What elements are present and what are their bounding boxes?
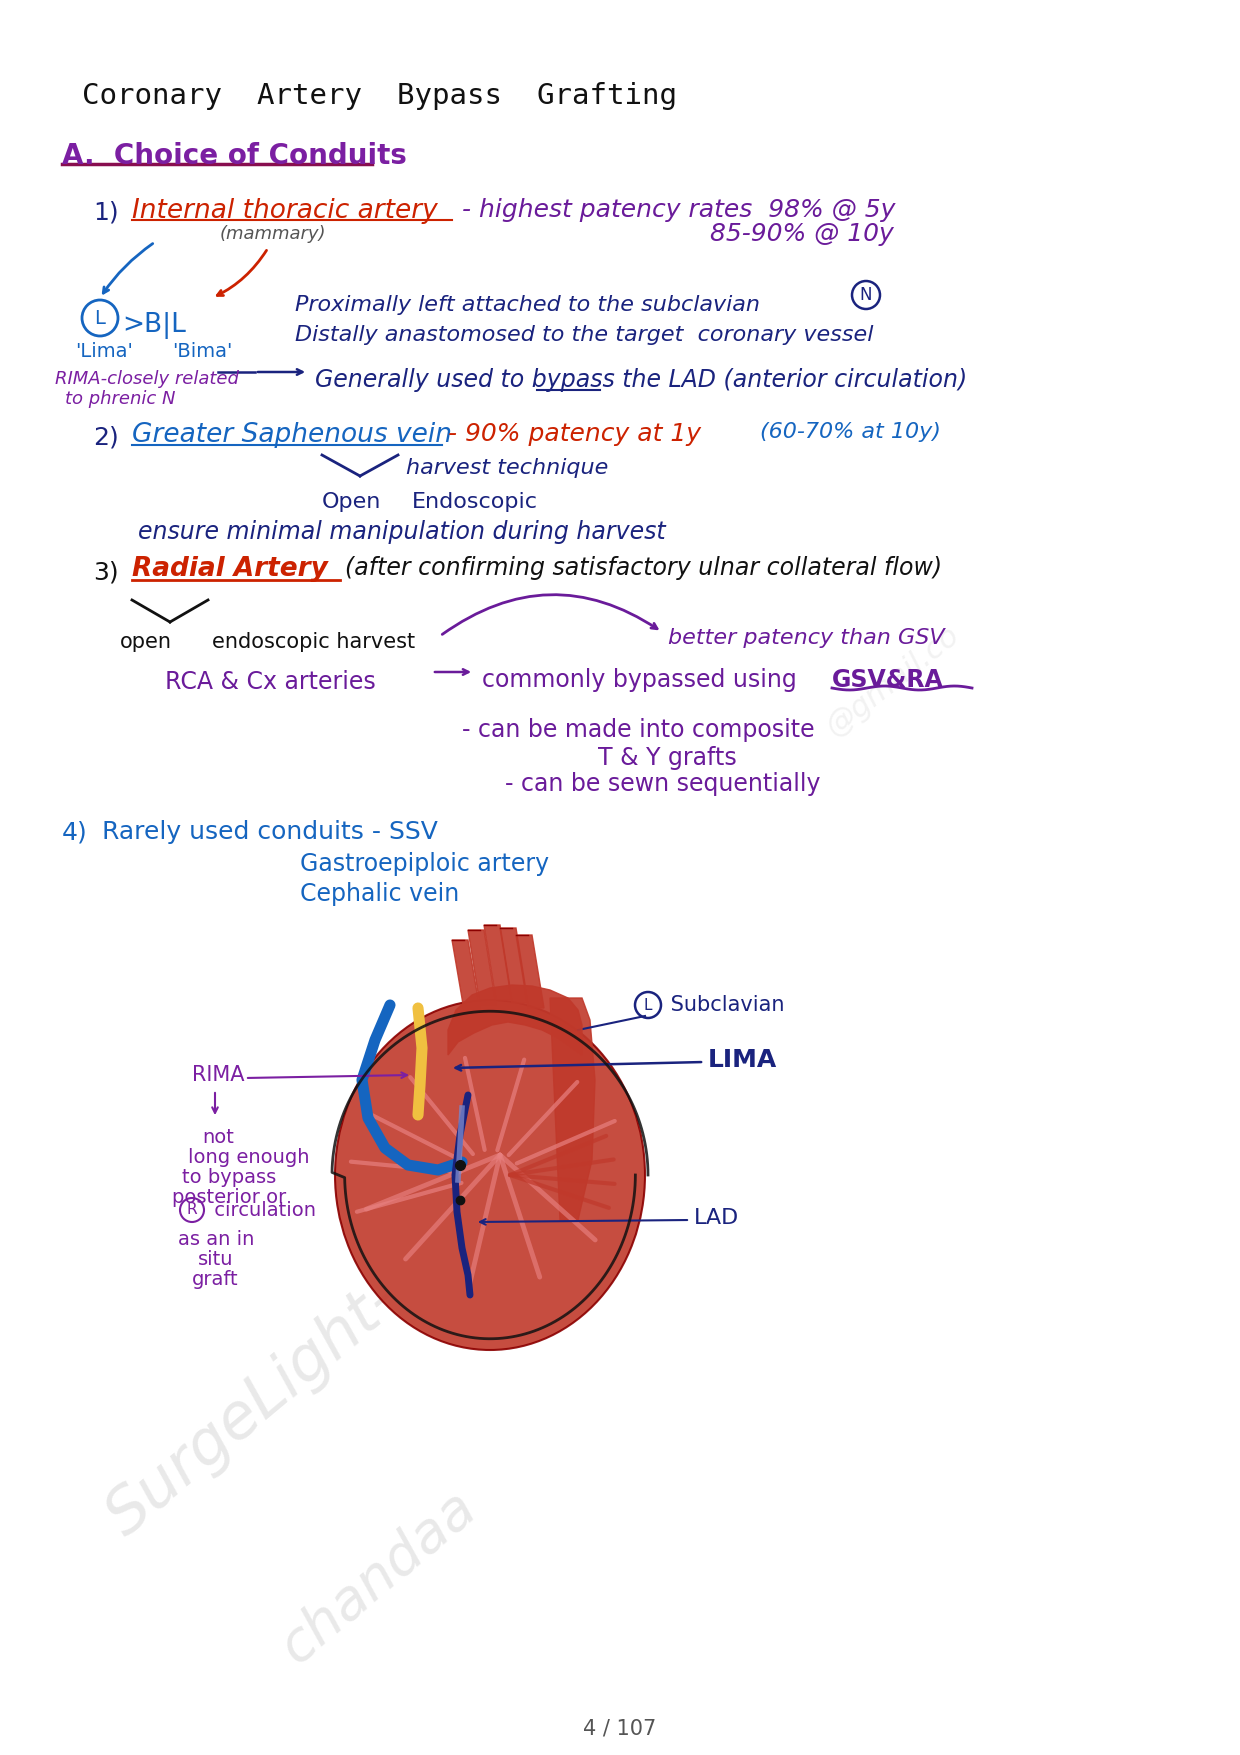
Text: chandaa: chandaa [270,1479,486,1674]
Text: - can be sewn sequentially: - can be sewn sequentially [505,772,821,797]
Text: Subclavian: Subclavian [663,995,785,1014]
Text: commonly bypassed using: commonly bypassed using [482,669,797,691]
Text: 'Lima': 'Lima' [74,342,133,362]
Text: R: R [187,1202,197,1218]
Text: 'Bima': 'Bima' [172,342,232,362]
Text: LIMA: LIMA [708,1048,777,1072]
Text: as an in: as an in [179,1230,254,1250]
Text: graft: graft [192,1271,238,1288]
Polygon shape [551,999,595,1220]
Text: Gastroepiploic artery: Gastroepiploic artery [300,851,549,876]
Text: endoscopic harvest: endoscopic harvest [212,632,415,653]
Text: - can be made into composite: - can be made into composite [463,718,815,742]
Text: (mammary): (mammary) [219,225,326,242]
Text: Coronary  Artery  Bypass  Grafting: Coronary Artery Bypass Grafting [82,82,677,111]
Text: circulation: circulation [208,1200,316,1220]
Text: - 90% patency at 1y: - 90% patency at 1y [448,421,701,446]
Text: >B|L: >B|L [122,312,186,339]
Text: Proximally left attached to the subclavian: Proximally left attached to the subclavi… [295,295,760,314]
Polygon shape [453,941,480,1009]
Text: to bypass: to bypass [182,1169,277,1186]
Text: 3): 3) [93,560,119,584]
Text: situ: situ [198,1250,233,1269]
Text: T & Y grafts: T & Y grafts [598,746,737,770]
Text: 4 / 107: 4 / 107 [583,1718,657,1737]
Text: GSV&RA: GSV&RA [832,669,944,691]
Text: Distally anastomosed to the target  coronary vessel: Distally anastomosed to the target coron… [295,325,873,346]
Text: 4): 4) [62,820,88,844]
Text: open: open [120,632,172,653]
Text: (60-70% at 10y): (60-70% at 10y) [760,421,941,442]
Text: RIMA-closely related: RIMA-closely related [55,370,239,388]
Text: RIMA: RIMA [192,1065,244,1085]
Text: A.  Choice of Conduits: A. Choice of Conduits [62,142,407,170]
Text: Radial Artery: Radial Artery [131,556,327,583]
Text: Generally used to bypass the LAD (anterior circulation): Generally used to bypass the LAD (anteri… [315,369,967,391]
Text: Cephalic vein: Cephalic vein [300,883,459,906]
Text: N: N [859,286,872,304]
Text: better patency than GSV: better patency than GSV [668,628,945,648]
Text: L: L [94,309,105,328]
Text: LAD: LAD [694,1207,739,1228]
Polygon shape [467,930,496,1006]
Ellipse shape [335,1000,645,1350]
Text: to phrenic N: to phrenic N [64,390,176,407]
Text: Internal thoracic artery: Internal thoracic artery [131,198,438,225]
Text: 85-90% @ 10y: 85-90% @ 10y [711,221,894,246]
Text: Open: Open [322,491,382,512]
Text: - highest patency rates  98% @ 5y: - highest patency rates 98% @ 5y [463,198,895,221]
Text: 1): 1) [93,200,119,225]
Text: Endoscopic: Endoscopic [412,491,538,512]
Text: 2): 2) [93,425,119,449]
Polygon shape [516,935,544,1007]
Text: not: not [202,1128,234,1148]
Text: long enough: long enough [188,1148,310,1167]
Polygon shape [448,985,582,1055]
Text: L: L [644,997,652,1013]
Text: (after confirming satisfactory ulnar collateral flow): (after confirming satisfactory ulnar col… [345,556,942,579]
Text: posterior or: posterior or [172,1188,286,1207]
Text: Greater Saphenous vein: Greater Saphenous vein [131,421,453,448]
Text: harvest technique: harvest technique [405,458,609,477]
Polygon shape [500,928,528,1004]
Text: ensure minimal manipulation during harvest: ensure minimal manipulation during harve… [138,519,666,544]
Text: Rarely used conduits - SSV: Rarely used conduits - SSV [102,820,438,844]
Text: @gmail.co: @gmail.co [820,620,965,742]
Text: RCA & Cx arteries: RCA & Cx arteries [165,670,376,693]
Text: SurgeLight-: SurgeLight- [95,1271,410,1548]
Polygon shape [484,925,512,1000]
